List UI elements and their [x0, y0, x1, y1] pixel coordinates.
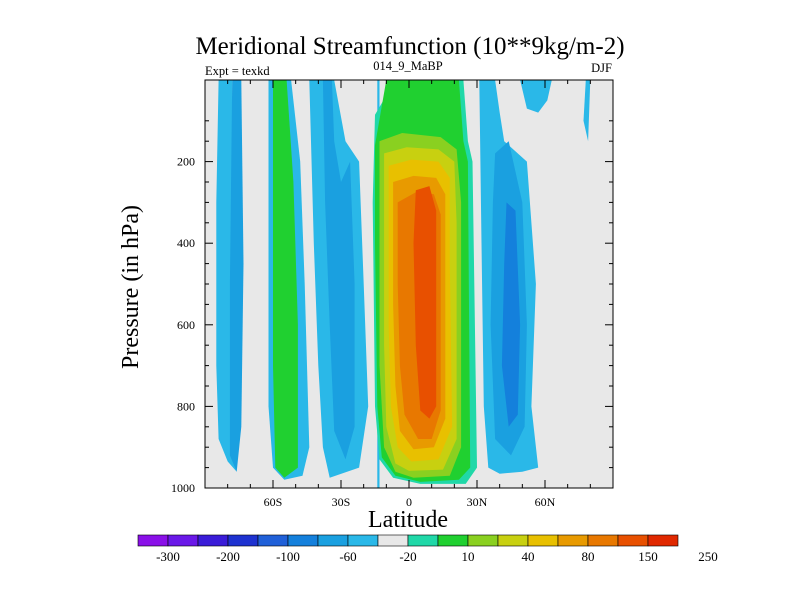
y-tick-label: 200: [177, 155, 195, 169]
contour-regions: [216, 80, 591, 488]
colorbar-box: [167, 534, 199, 547]
y-tick-label: 400: [177, 236, 195, 250]
plot-area: 200 400 600 800 1000 60S 30S 0 30N 60N: [171, 79, 614, 509]
colorbar-box: [497, 534, 529, 547]
contour-band-south-green-inner: [273, 80, 298, 478]
colorbar-box: [617, 534, 649, 547]
contour-band-south-outer-level2: [229, 80, 244, 472]
colorbar-box: [557, 534, 589, 547]
colorbar-label: -100: [276, 549, 300, 564]
colorbar-label: -20: [399, 549, 416, 564]
chart-subtitle-left: Expt = texkd: [205, 64, 270, 78]
chart-subtitle-right: DJF: [591, 61, 612, 75]
colorbar-box: [137, 534, 169, 547]
colorbar-label: -200: [216, 549, 240, 564]
colorbar-box: [407, 534, 439, 547]
x-tick-label: 30N: [467, 495, 488, 509]
y-axis-label: Pressure (in hPa): [118, 205, 144, 369]
x-tick-label: 60S: [264, 495, 283, 509]
colorbar-box: [227, 534, 259, 547]
y-tick-label: 800: [177, 399, 195, 413]
colorbar-label: 150: [638, 549, 658, 564]
contour-band-north-level3: [501, 202, 521, 427]
chart-subtitle-center: 014_9_MaBP: [373, 59, 443, 73]
colorbar-label: -300: [156, 549, 180, 564]
contour-band-north-polar: [583, 80, 591, 142]
x-tick-label: 30S: [332, 495, 351, 509]
colorbar-label: 80: [582, 549, 595, 564]
x-tick-label: 0: [406, 495, 412, 509]
colorbar-box: [347, 534, 379, 547]
colorbar-box: [647, 534, 679, 547]
y-tick-label: 600: [177, 318, 195, 332]
x-tick-label: 60N: [535, 495, 556, 509]
contour-band-north-cap: [520, 80, 552, 113]
contour-band-south-mid-level2: [322, 80, 355, 460]
colorbar-box: [287, 534, 319, 547]
colorbar-box: [467, 534, 499, 547]
y-tick-label: 1000: [171, 481, 195, 495]
colorbar-label: -60: [339, 549, 356, 564]
chart-title: Meridional Streamfunction (10**9kg/m-2): [195, 33, 624, 60]
colorbar-box: [587, 534, 619, 547]
colorbar-box: [257, 534, 289, 547]
axis-ticks: 200 400 600 800 1000 60S 30S 0 30N 60N: [171, 80, 614, 509]
colorbar-label: 10: [462, 549, 475, 564]
contour-band-equator-level7: [413, 186, 437, 419]
colorbar-box: [317, 534, 349, 547]
colorbar-label: 40: [522, 549, 535, 564]
colorbar: -300 -200 -100 -60 -20 10 40 80 150 250: [137, 534, 718, 564]
colorbar-box: [437, 534, 469, 547]
colorbar-box: [527, 534, 559, 547]
colorbar-box: [197, 534, 229, 547]
x-axis-label: Latitude: [368, 507, 448, 533]
colorbar-box: [377, 534, 409, 547]
colorbar-label: 250: [698, 549, 718, 564]
